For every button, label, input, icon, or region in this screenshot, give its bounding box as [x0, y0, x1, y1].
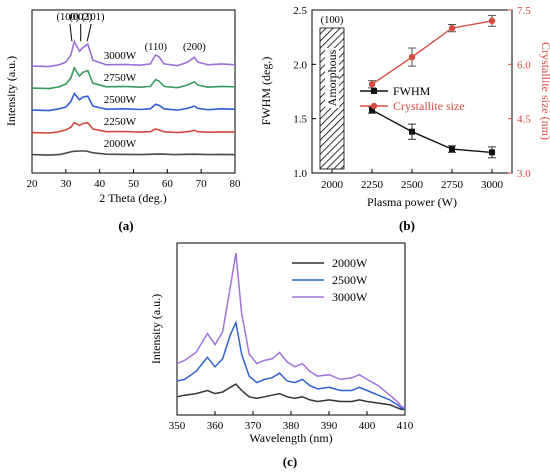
panel-c-xtick-label: 370	[245, 420, 262, 432]
panel-b-line-1	[371, 20, 493, 85]
panel-a-caption: (a)	[118, 218, 133, 233]
panel-a-series-label: 3000W	[104, 50, 137, 62]
panel-b-xtick-label: 2000	[321, 179, 344, 191]
panel-b-point	[449, 146, 455, 153]
panel-b-xlabel: Plasma power (W)	[367, 195, 457, 209]
panel-c-legend-label: 2500W	[332, 273, 368, 287]
panel-a-xtick-label: 40	[94, 178, 106, 190]
panel-c-xtick-label: 360	[207, 420, 224, 432]
panel-b-yticks-right: 3.0 4.5 6.0 7.5	[508, 5, 531, 180]
panel-b-ytick-right-label: 4.5	[517, 114, 531, 126]
panel-a-series-label: 2250W	[104, 116, 137, 128]
panel-c-xtick-label: 350	[169, 420, 186, 432]
panel-b-point	[369, 106, 375, 113]
panel-b-ytick-left-label: 1.5	[293, 114, 307, 126]
panel-c-legend-label: 2000W	[332, 256, 368, 270]
panel-a-ylabel: Intensity (a.u.)	[4, 56, 18, 126]
panel-b-xtick-label: 2500	[401, 179, 424, 191]
panel-c-xticks: 350 360 370 380 390 400 410	[169, 411, 414, 432]
panel-a-series-2500W	[31, 91, 236, 112]
panel-c-series-2000W	[176, 383, 405, 411]
panel-b-point	[448, 24, 456, 32]
panel-a-peak-arrow	[69, 23, 73, 42]
panel-b-point	[489, 149, 495, 156]
panel-c-xlabel: Wavelength (nm)	[249, 431, 332, 445]
panel-b-amorphous-label-bg	[325, 48, 339, 108]
panel-b: (100)Amorphous 2000 2250 2500 2750 3000 1.01…	[259, 5, 550, 233]
panel-b-point	[368, 81, 376, 88]
panel-b-xticks: 2000 2250 2500 2750 3000	[321, 169, 504, 191]
panel-b-line-0	[371, 109, 493, 154]
panel-b-ytick-left-label: 2.5	[293, 5, 307, 17]
panel-a-series-label: 2000W	[104, 138, 137, 150]
panel-a-series-2250W	[31, 121, 236, 134]
panel-c-caption: (c)	[283, 454, 297, 469]
panel-a-peak-label: (200)	[183, 42, 206, 53]
panel-c-legend: 2000W 2500W 3000W	[292, 256, 368, 304]
panel-b-ytick-left-label: 2.0	[293, 59, 307, 71]
panel-c-series-2500W	[176, 319, 406, 411]
panel-b-ylabel-right: Crystallite size (nm)	[539, 42, 550, 140]
panel-c-xtick-label: 400	[359, 420, 376, 432]
panel-c-series-3000W	[176, 252, 406, 409]
panel-b-xtick-label: 3000	[481, 179, 504, 191]
panel-b-legend-marker	[371, 88, 377, 94]
panel-b-caption: (b)	[399, 218, 415, 233]
panel-a-xtick-label: 80	[230, 178, 242, 190]
panel-c-xtick-label: 380	[283, 420, 300, 432]
panel-b-point	[408, 53, 416, 61]
panel-a: 20 30 40 50 60 70 80 (100)(002)(101) (110) (200)…	[4, 9, 242, 233]
panel-c-xtick-label: 390	[321, 420, 338, 432]
panel-a-xtick-label: 30	[60, 178, 72, 190]
panel-a-peak-label: (100)	[57, 12, 80, 23]
panel-c-plot-frame	[176, 242, 406, 416]
panel-a-series-2750W	[31, 66, 236, 90]
panel-b-amorphous-peak: (100)	[321, 15, 344, 26]
panel-a-xtick-label: 70	[196, 178, 208, 190]
panel-b-ytick-right-label: 7.5	[517, 5, 531, 17]
panel-b-legend-marker	[370, 102, 378, 110]
panel-b-legend-label: FWHM	[393, 84, 431, 98]
panel-c-ylabel: Intensity (a.u.)	[149, 294, 163, 364]
panel-a-series-2000W	[31, 150, 236, 156]
panel-a-xtick-label: 20	[27, 178, 39, 190]
panel-a-xticks: 20 30 40 50 60 70 80	[27, 169, 242, 190]
panel-a-series-label: 2750W	[104, 72, 137, 84]
panel-b-legend-label: Crystallite size	[393, 99, 465, 113]
panel-b-ytick-right-label: 3.0	[517, 168, 531, 180]
panel-b-series	[368, 14, 496, 159]
panel-a-peak-label: (002)	[69, 12, 92, 23]
panel-a-peaks: (100)(002)(101) (110) (200)	[57, 12, 207, 53]
panel-a-series-labels: 3000W 2750W 2500W 2250W 2000W	[104, 50, 137, 150]
panel-a-xtick-label: 60	[162, 178, 174, 190]
panel-b-xtick-label: 2750	[441, 179, 464, 191]
panel-a-xlabel: 2 Theta (deg.)	[99, 191, 166, 205]
panel-c-series	[176, 252, 406, 411]
panel-a-xtick-label: 50	[128, 178, 140, 190]
panel-a-series-3000W	[31, 39, 236, 68]
panel-b-ytick-right-label: 6.0	[517, 59, 531, 71]
panel-a-peak-label: (110)	[145, 42, 168, 53]
panel-a-peak-label: (101)	[82, 12, 105, 23]
panel-b-point	[409, 128, 415, 135]
panel-c: 350 360 370 380 390 400 410 2000W 2500W 3000W Wa…	[149, 242, 414, 469]
panel-b-ylabel-left: FWHM (deg.)	[259, 57, 273, 126]
panel-a-series	[31, 39, 236, 156]
panel-c-legend-label: 3000W	[332, 290, 368, 304]
panel-b-amorphous-label: Amorphous	[325, 49, 339, 106]
panel-b-ytick-left-label: 1.0	[293, 168, 307, 180]
panel-b-xtick-label: 2250	[361, 179, 384, 191]
panel-b-yticks-left: 1.0 1.5 2.0 2.5	[293, 5, 316, 180]
panel-b-amorphous: (100) Amorphous	[319, 15, 345, 170]
panel-a-peak-arrow	[86, 23, 92, 42]
panel-b-point	[488, 17, 496, 25]
panel-c-xtick-label: 410	[397, 420, 414, 432]
panel-a-series-label: 2500W	[104, 94, 137, 106]
